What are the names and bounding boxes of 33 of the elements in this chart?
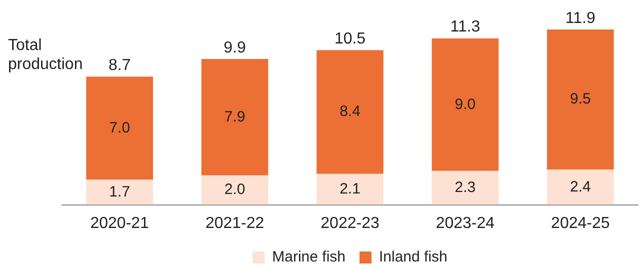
bar bbox=[546, 29, 614, 170]
total-label: 10.5 bbox=[334, 30, 366, 48]
bar bbox=[546, 169, 614, 205]
total-label: 11.3 bbox=[450, 18, 480, 36]
bar bbox=[432, 170, 499, 205]
data-label: 7.0 bbox=[109, 119, 130, 136]
legend-label: Inland fish bbox=[378, 248, 448, 266]
bar bbox=[316, 50, 384, 174]
bar bbox=[316, 174, 384, 205]
total-label: 9.9 bbox=[224, 39, 246, 56]
x-tick-label: 2023-24 bbox=[436, 214, 495, 232]
annotation: Total production bbox=[8, 36, 84, 74]
x-tick-label: 2021-22 bbox=[205, 214, 264, 232]
data-label: 2.0 bbox=[224, 181, 246, 198]
bar bbox=[432, 38, 499, 171]
data-label: 9.0 bbox=[454, 96, 476, 113]
data-label: 2.3 bbox=[454, 178, 476, 196]
bar bbox=[86, 76, 154, 180]
data-label: 7.9 bbox=[224, 108, 246, 126]
data-label: 9.5 bbox=[570, 90, 591, 108]
data-label: 2.1 bbox=[340, 180, 360, 198]
x-tick-label: 2024-25 bbox=[551, 214, 610, 232]
bar bbox=[201, 175, 268, 205]
x-tick-label: 2022-23 bbox=[320, 214, 380, 232]
legend-label: Marine fish bbox=[272, 248, 346, 266]
bar bbox=[86, 180, 154, 205]
total-label: 11.9 bbox=[565, 10, 596, 27]
data-label: 8.4 bbox=[340, 103, 360, 120]
data-label: 2.4 bbox=[570, 178, 591, 196]
total-label: 8.7 bbox=[108, 57, 131, 74]
x-tick-label: 2020-21 bbox=[90, 214, 150, 232]
bar bbox=[201, 58, 268, 176]
data-label: 1.7 bbox=[109, 183, 130, 200]
